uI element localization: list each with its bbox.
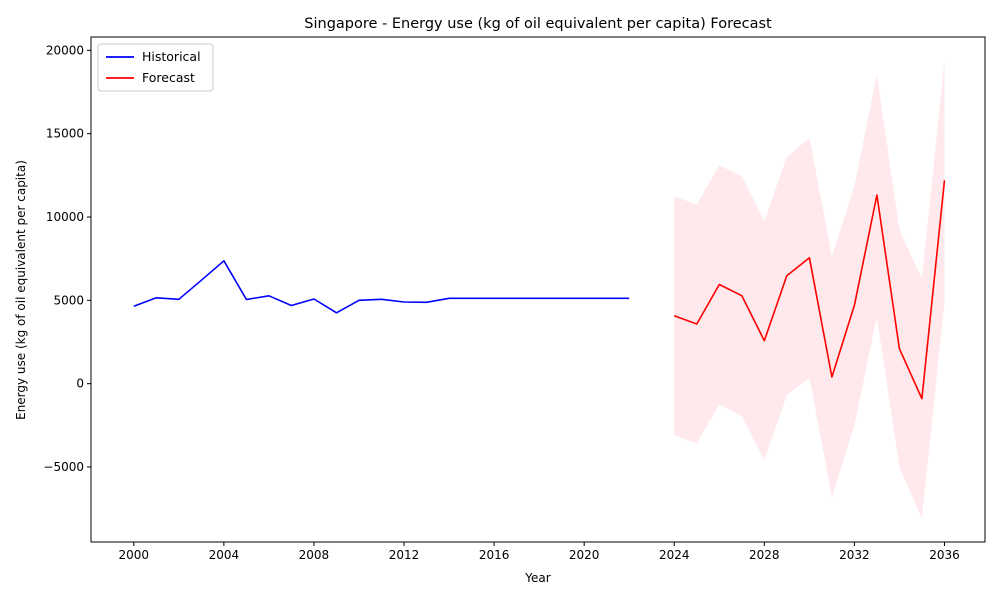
- y-tick-label: 20000: [46, 43, 84, 57]
- y-tick-label: 0: [76, 377, 84, 391]
- x-tick-label: 2004: [209, 548, 240, 562]
- x-tick-label: 2024: [659, 548, 690, 562]
- x-tick-label: 2032: [839, 548, 870, 562]
- y-tick-label: 5000: [53, 293, 84, 307]
- x-tick-label: 2020: [569, 548, 600, 562]
- y-tick-label: −5000: [43, 460, 84, 474]
- x-tick-label: 2036: [929, 548, 960, 562]
- y-tick-label: 15000: [46, 127, 84, 141]
- x-tick-label: 2028: [749, 548, 780, 562]
- series-line-historical: [133, 259, 630, 314]
- y-tick-label: 10000: [46, 210, 84, 224]
- x-tick-label: 2000: [119, 548, 150, 562]
- series-layer: [133, 180, 946, 400]
- chart-title: Singapore - Energy use (kg of oil equiva…: [304, 16, 772, 32]
- x-tick-label: 2016: [479, 548, 510, 562]
- x-axis-title: Year: [524, 571, 550, 585]
- forecast-confidence-band: [674, 60, 945, 519]
- y-axis-title: Energy use (kg of oil equivalent per cap…: [14, 160, 28, 420]
- x-tick-label: 2008: [299, 548, 330, 562]
- legend-box: [97, 43, 214, 92]
- legend-label-historical: Historical: [142, 49, 201, 64]
- y-axis-ticks: −5000 0 5000 10000 15000 20000: [43, 43, 91, 474]
- legend-label-forecast: Forecast: [142, 70, 195, 85]
- series-line-forecast: [673, 180, 946, 400]
- plot-frame: [90, 36, 986, 543]
- x-tick-label: 2012: [389, 548, 420, 562]
- confidence-band-layer: [674, 60, 945, 519]
- x-axis-ticks: 2000 2004 2008 2012 2016 2020 2024 2028 2032 2036: [119, 542, 960, 562]
- legend: Historical Forecast: [97, 43, 214, 92]
